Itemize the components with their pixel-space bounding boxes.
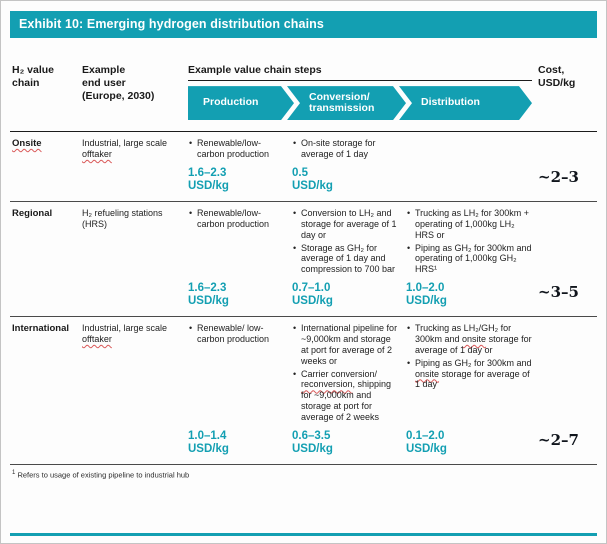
- table-header: H₂ value chain Example end user (Europe,…: [10, 64, 597, 133]
- list-item: Storage as GH₂ for average of 1 day and …: [292, 243, 400, 275]
- list-item: Carrier conversion/ reconversion, shippi…: [292, 369, 400, 423]
- misspelled-word: onsite: [415, 368, 440, 379]
- conversion-cost: 0.7–1.0 USD/kg: [292, 281, 333, 308]
- conversion-cost: 0.6–3.5 USD/kg: [292, 429, 333, 455]
- end-user-cell: Industrial, large scale offtaker: [82, 138, 182, 162]
- list-item: International pipeline for ~9,000km and …: [292, 323, 400, 366]
- table-row-regional: Regional H₂ refueling stations (HRS) Ren…: [10, 202, 597, 318]
- total-cost: ~2–7: [538, 430, 579, 449]
- end-user-cell: Industrial, large scale offtaker: [82, 323, 182, 424]
- production-steps: Renewable/low-carbon production: [188, 138, 286, 162]
- table-row-onsite: Onsite Industrial, large scale offtaker …: [10, 132, 597, 203]
- list-item: Piping as GH₂ for 300km and operating of…: [406, 243, 532, 275]
- list-item: Trucking as LH₂/GH₂ for 300km and onsite…: [406, 323, 532, 355]
- production-cost: 1.0–1.4 USD/kg: [188, 429, 229, 455]
- list-item: Piping as GH₂ for 300km and onsite stora…: [406, 358, 532, 390]
- list-item: On-site storage for average of 1 day: [292, 138, 400, 160]
- conversion-steps: International pipeline for ~9,000km and …: [292, 323, 400, 424]
- footnote-text: Refers to usage of existing pipeline to …: [17, 470, 190, 480]
- distribution-cost: 1.0–2.0 USD/kg: [406, 281, 447, 308]
- total-cost: ~3–5: [538, 282, 579, 301]
- misspelled-word: offtaker: [82, 148, 112, 159]
- table-row-international: International Industrial, large scale of…: [10, 317, 597, 465]
- step-arrow-conversion: Conversion/ transmission: [287, 86, 406, 120]
- value-chain-label: Regional: [12, 208, 53, 220]
- conversion-steps: On-site storage for average of 1 day: [292, 138, 400, 162]
- list-item: Renewable/low-carbon production: [188, 208, 286, 230]
- exhibit-title: Exhibit 10: Emerging hydrogen distributi…: [19, 17, 324, 31]
- end-user-text: Industrial, large scale: [82, 323, 168, 334]
- conversion-cost: 0.5 USD/kg: [292, 166, 333, 192]
- list-item: Renewable/low-carbon production: [188, 138, 286, 160]
- value-chain-label: International: [12, 323, 70, 335]
- exhibit-title-bar: Exhibit 10: Emerging hydrogen distributi…: [10, 11, 597, 38]
- distribution-steps: Trucking as LH₂ for 300km + operating of…: [406, 208, 532, 277]
- column-header-cost: Cost, USD/kg: [538, 64, 576, 90]
- production-steps: Renewable/ low-carbon production: [188, 323, 286, 424]
- list-item: Renewable/ low-carbon production: [188, 323, 286, 345]
- production-cost: 1.6–2.3 USD/kg: [188, 166, 229, 192]
- distribution-steps: [406, 138, 532, 162]
- list-item: Conversion to LH₂ and storage for averag…: [292, 208, 400, 240]
- production-steps: Renewable/low-carbon production: [188, 208, 286, 277]
- column-header-end-user: Example end user (Europe, 2030): [82, 64, 155, 103]
- footnote: 1 Refers to usage of existing pipeline t…: [10, 465, 597, 480]
- list-item: Trucking as LH₂ for 300km + operating of…: [406, 208, 532, 240]
- end-user-text: H₂ refueling stations (HRS): [82, 208, 163, 229]
- step-arrow-production: Production: [188, 86, 294, 120]
- bottom-rule: [10, 533, 597, 536]
- end-user-text: Industrial, large scale: [82, 138, 168, 149]
- column-header-steps: Example value chain steps: [188, 64, 532, 82]
- distribution-steps: Trucking as LH₂/GH₂ for 300km and onsite…: [406, 323, 532, 424]
- step-arrows: Production Conversion/ transmission Dist…: [188, 86, 532, 120]
- distribution-cost: 0.1–2.0 USD/kg: [406, 429, 447, 455]
- misspelled-word: reconversion: [301, 379, 353, 390]
- total-cost: ~2–3: [538, 167, 579, 186]
- end-user-cell: H₂ refueling stations (HRS): [82, 208, 182, 277]
- step-arrow-distribution: Distribution: [399, 86, 532, 120]
- production-cost: 1.6–2.3 USD/kg: [188, 281, 229, 308]
- footnote-marker: 1: [12, 469, 16, 476]
- conversion-steps: Conversion to LH₂ and storage for averag…: [292, 208, 400, 277]
- misspelled-word: offtaker: [82, 334, 112, 345]
- column-header-value-chain: H₂ value chain: [12, 64, 55, 90]
- value-chain-label: Onsite: [12, 138, 42, 150]
- misspelled-word: onsite: [462, 334, 487, 345]
